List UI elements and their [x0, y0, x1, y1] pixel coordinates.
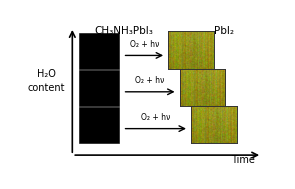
Text: PbI₂: PbI₂: [214, 26, 234, 36]
Text: CH₃NH₃PbI₃: CH₃NH₃PbI₃: [94, 26, 153, 36]
Bar: [79, 107, 119, 143]
Text: H₂O: H₂O: [37, 69, 55, 79]
Text: Time: Time: [231, 155, 255, 165]
Text: content: content: [27, 83, 65, 93]
Text: O₂ + hν: O₂ + hν: [135, 76, 165, 85]
Text: O₂ + hν: O₂ + hν: [141, 113, 171, 122]
Text: O₂ + hν: O₂ + hν: [130, 40, 159, 49]
Bar: [79, 33, 119, 69]
Bar: [79, 70, 119, 106]
